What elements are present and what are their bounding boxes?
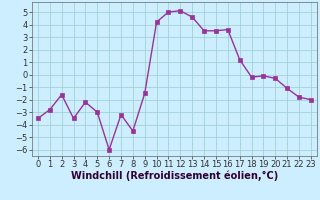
X-axis label: Windchill (Refroidissement éolien,°C): Windchill (Refroidissement éolien,°C) xyxy=(71,171,278,181)
